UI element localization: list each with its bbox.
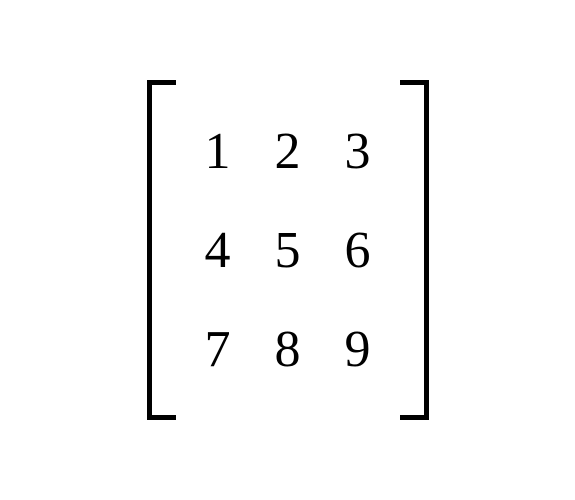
matrix-cell: 4 [199, 221, 237, 280]
left-bracket [147, 80, 177, 420]
matrix-cell: 8 [269, 320, 307, 379]
matrix-grid: 123 456 789 [199, 80, 377, 420]
matrix-cell: 9 [339, 320, 377, 379]
matrix-container: 123 456 789 [147, 80, 429, 420]
matrix-cell: 3 [339, 122, 377, 181]
matrix-cell: 2 [269, 122, 307, 181]
matrix-cell: 1 [199, 122, 237, 181]
right-bracket [399, 80, 429, 420]
matrix-cell: 5 [269, 221, 307, 280]
matrix-cell: 6 [339, 221, 377, 280]
matrix-cell: 7 [199, 320, 237, 379]
